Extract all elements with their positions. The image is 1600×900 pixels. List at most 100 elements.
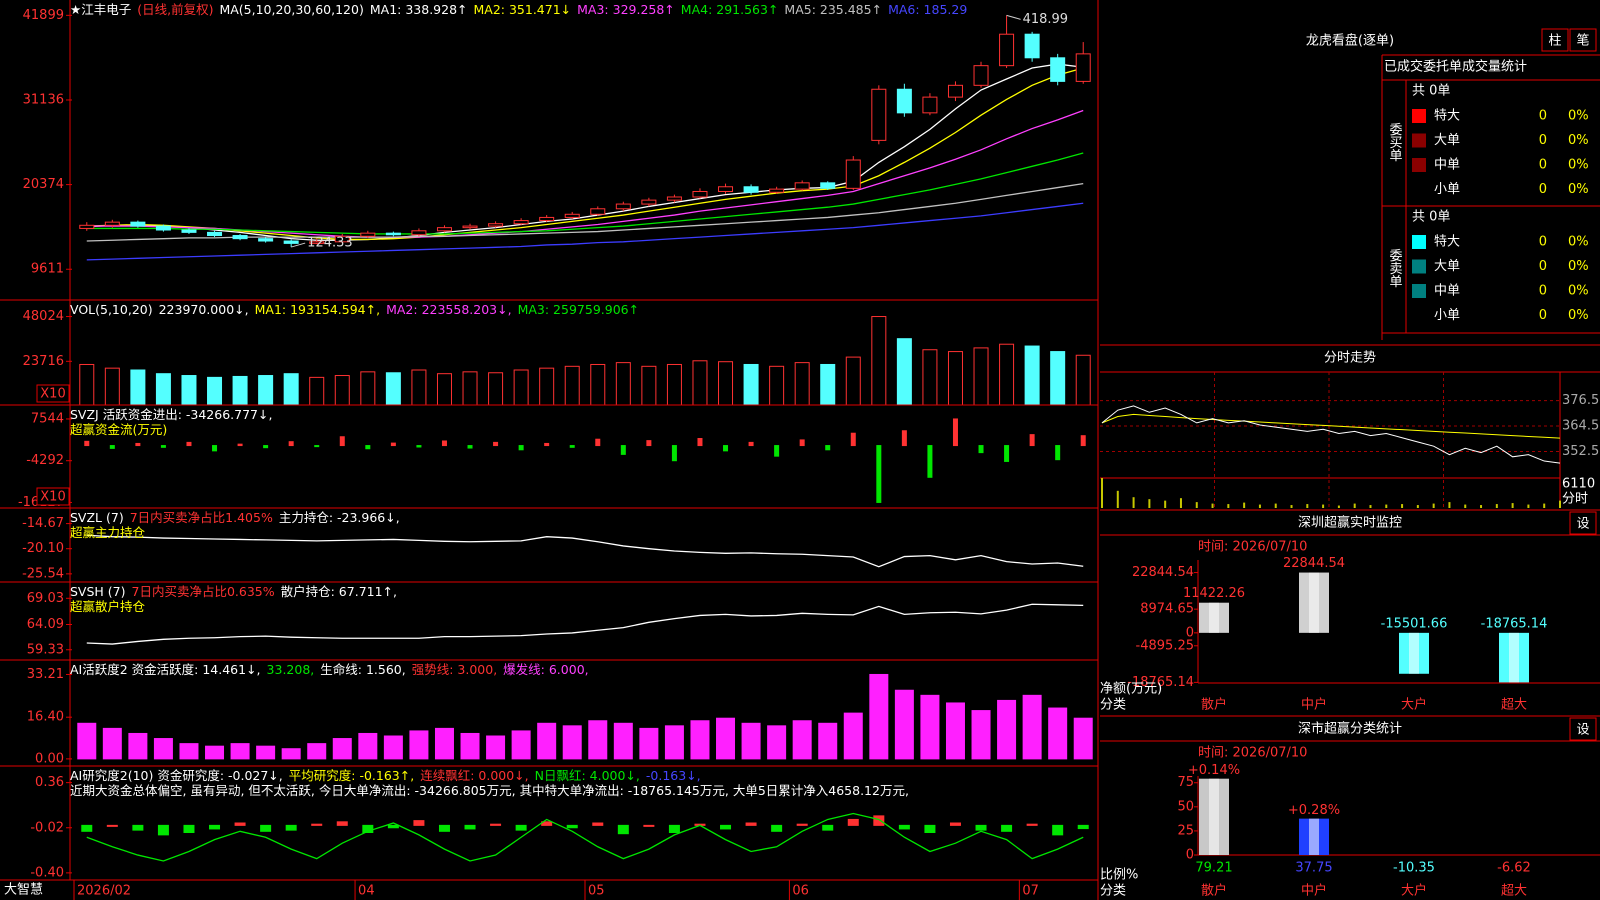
button-label[interactable]: 笔 [1576,33,1589,49]
button[interactable] [1541,28,1569,52]
candle-body [462,225,478,229]
bar-highlight [1509,632,1519,683]
bar [467,445,473,449]
header-item: MA1: 338.928↑ [369,2,468,17]
bar [845,356,861,406]
row-pct: 0% [1568,259,1589,274]
bar [157,824,169,836]
button[interactable] [1569,717,1597,741]
y-tick-label: 352.5 [1562,444,1599,459]
bar [774,445,780,457]
bar [307,743,327,760]
header-line: 超赢资金流(万元) [70,422,278,437]
y-tick-label: 33.21 [27,667,64,682]
candle-body [666,196,682,201]
bar [1004,445,1010,462]
bar [720,824,732,830]
header-item: AI研究度2(10) 资金研究度: -0.027↓, [70,768,283,783]
y-tick-label: 25 [1177,823,1194,838]
candle-body [130,221,146,227]
bar [922,349,938,406]
bar [416,445,422,448]
bar [365,445,371,450]
row-name: 特大 [1434,235,1460,250]
bar [898,824,910,830]
x-tick-label: 06 [792,884,809,899]
header-item: MA6: 185.29 [888,2,968,17]
bar [309,376,325,406]
header-item: 近期大资金总体偏空, 虽有异动, 但不太活跃, 今日大单净流出: -34266.… [70,783,909,798]
annotation-line [291,242,306,248]
bar [620,445,626,455]
row-pct: 0% [1568,308,1589,323]
bar [716,717,736,760]
bar [690,720,710,760]
bar [183,824,195,833]
high-annotation: 418.99 [1023,12,1068,27]
bar [258,375,274,406]
bar [77,722,97,760]
bar [871,316,887,406]
y-tick-label: 23716 [23,354,64,369]
color-swatch [1412,259,1426,274]
row-count: 0 [1539,308,1547,323]
header-line: 超赢散户持仓 [70,599,403,614]
bar [978,445,984,454]
button-label[interactable]: 设 [1576,723,1589,738]
scale-label: X10 [40,387,65,402]
row-count: 0 [1539,158,1547,173]
category-label: 中户 [1301,697,1327,713]
bar [769,365,785,406]
header-item: 7日内买卖净占比1.405% [129,510,273,525]
side-label: 委买单 [1387,123,1403,162]
bar [79,363,95,406]
candle-body [1024,33,1040,59]
bar [490,823,502,826]
bar [285,824,297,831]
row-name: 小单 [1434,308,1460,323]
y-tick-label: 6110 [1562,477,1595,492]
button-label[interactable]: 设 [1576,517,1589,532]
bar [999,343,1015,406]
bar [230,743,250,760]
bar [334,375,350,406]
bar [949,822,961,826]
color-swatch [1412,308,1426,323]
bar [434,727,454,760]
y-tick-label: -18765.14 [1127,675,1194,690]
y-tick-label: 376.5 [1562,393,1599,408]
change-label: +0.28% [1288,803,1340,818]
bar [493,441,499,447]
bar [441,440,447,447]
bar [436,373,452,406]
candle-body [845,159,861,189]
bar [718,361,734,406]
bar [796,823,808,826]
panel-header: SVZL (7) 7日内买卖净占比1.405% 主力持仓: -23.966↓, 超赢主… [70,510,406,540]
candle-body [334,235,350,243]
button-label[interactable]: 柱 [1548,34,1561,49]
bar [639,727,659,760]
ma-line [86,182,1084,242]
row-name: 中单 [1434,284,1460,299]
header-item: 主力持仓: -23.966↓, [278,510,400,525]
button[interactable] [1569,28,1597,52]
bar [288,441,294,447]
button[interactable] [1569,511,1597,535]
row-count: 0 [1539,109,1547,124]
bar [748,441,754,447]
bar [281,748,301,760]
scale-box [36,487,70,506]
row-count: 0 [1539,284,1547,299]
bar [311,823,323,826]
row-name: 大单 [1434,133,1460,148]
bar [179,743,199,760]
row-pct: 0% [1568,235,1589,250]
color-swatch [1412,109,1426,123]
candle-body [385,232,401,236]
candle-body [820,182,836,189]
candle-body [794,182,810,190]
indicator-line [86,534,1084,568]
candle-body [999,33,1015,67]
candle-body [1050,57,1066,82]
